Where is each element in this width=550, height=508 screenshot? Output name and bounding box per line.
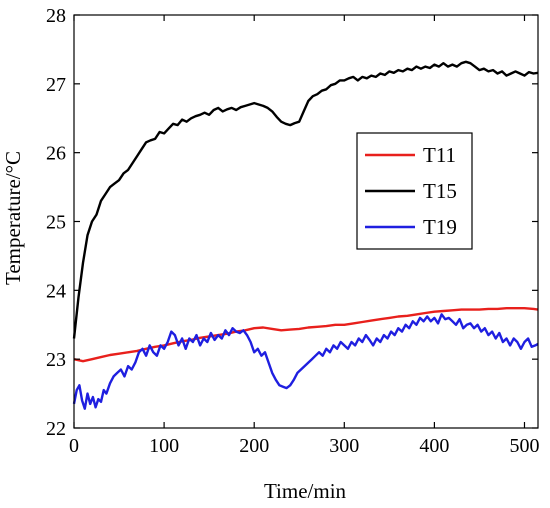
series-line-t19 — [72, 313, 539, 410]
series-line-t15 — [72, 60, 539, 339]
x-tick-label: 500 — [509, 435, 539, 457]
x-tick-label: 300 — [329, 435, 359, 457]
y-tick-label: 23 — [46, 349, 66, 371]
y-tick-label: 24 — [46, 280, 66, 302]
x-tick-label: 100 — [149, 435, 179, 457]
x-tick-label: 400 — [419, 435, 449, 457]
x-tick-label: 0 — [69, 435, 79, 457]
legend-label-t19: T19 — [423, 215, 457, 239]
x-axis-label: Time/min — [264, 479, 347, 503]
series-layer — [72, 60, 539, 410]
legend: T11 T15 T19 — [356, 132, 473, 250]
x-tick-label: 200 — [239, 435, 269, 457]
y-axis-label: Temperature/°C — [1, 151, 25, 285]
y-tick-label: 25 — [46, 212, 66, 234]
y-tick-label: 28 — [46, 5, 66, 27]
y-tick-label: 22 — [46, 418, 66, 440]
y-tick-label: 27 — [46, 74, 66, 96]
y-tick-label: 26 — [46, 143, 66, 165]
legend-label-t11: T11 — [423, 143, 456, 167]
axes-layer: 0 100 200 300 400 500 22 23 24 25 26 27 28 — [46, 5, 539, 457]
legend-label-t15: T15 — [423, 179, 457, 203]
